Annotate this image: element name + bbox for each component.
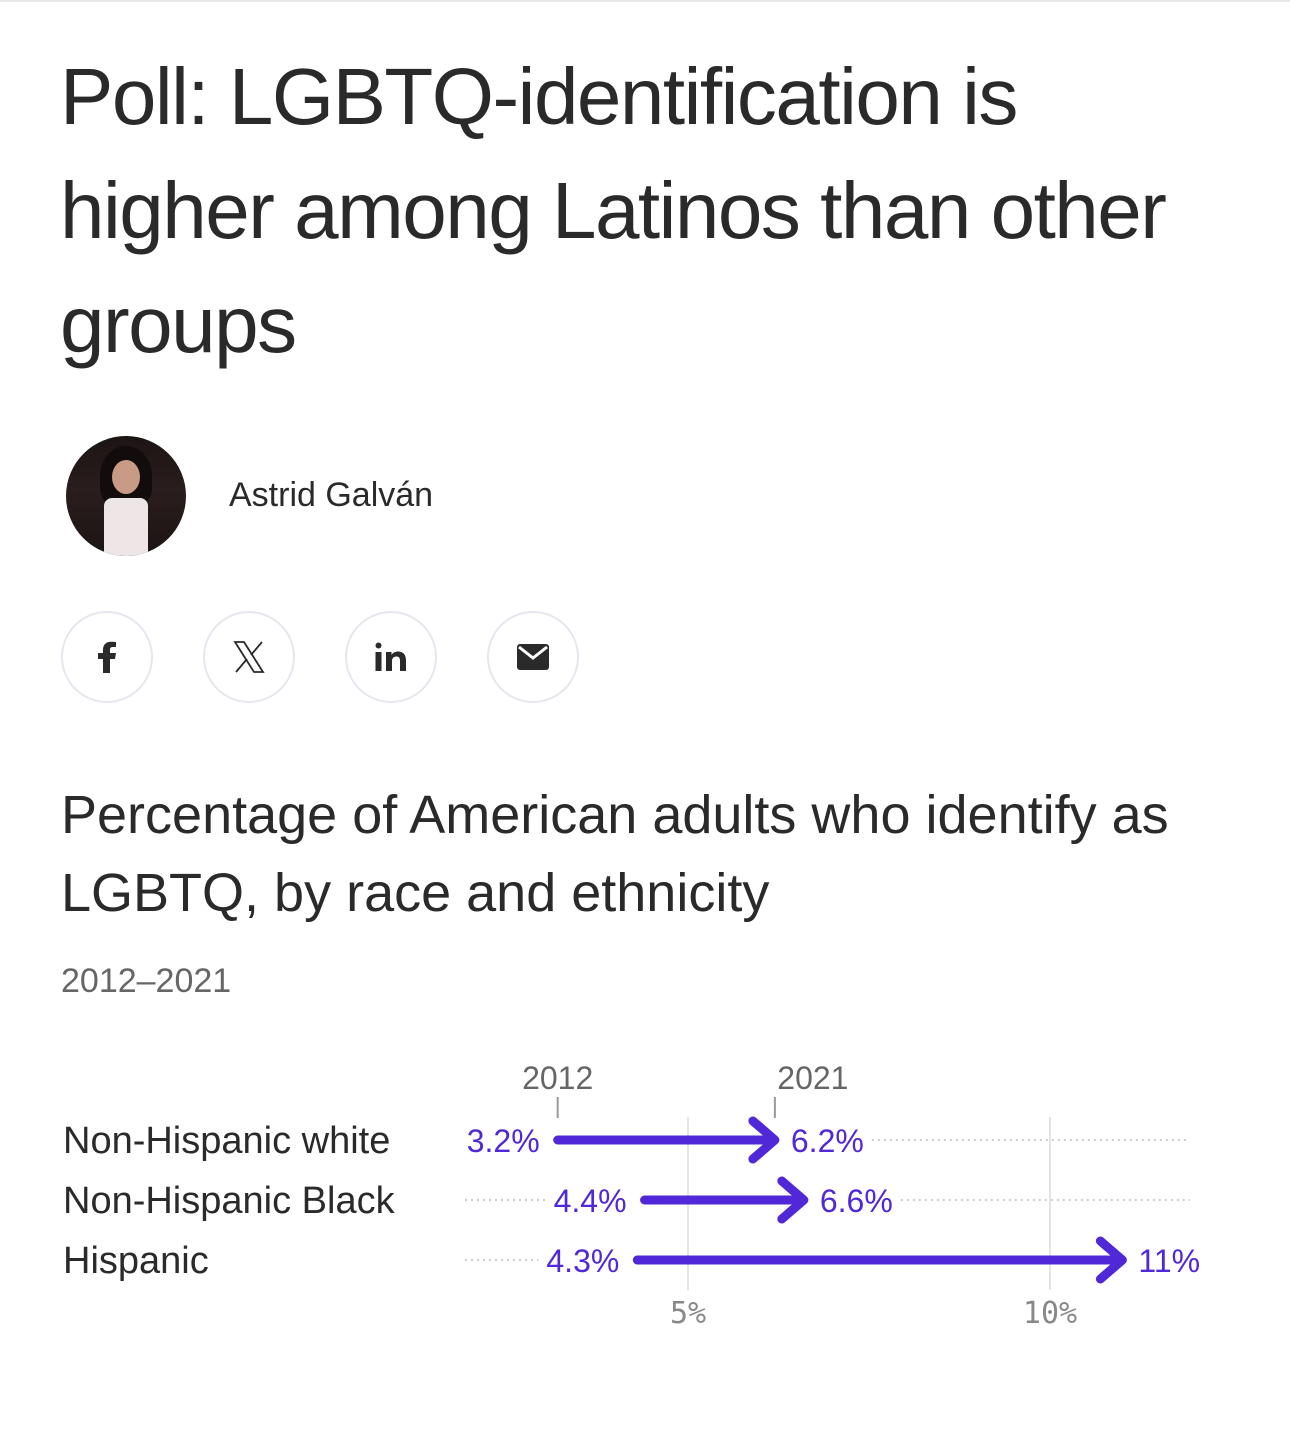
start-value-label: 4.4% [554,1183,627,1219]
end-value-label: 6.2% [791,1123,864,1159]
arrow-head [1095,1236,1127,1284]
top-divider [0,0,1290,2]
author-avatar[interactable] [66,436,186,556]
linkedin-icon [375,642,406,671]
start-value-label: 4.3% [546,1243,619,1279]
linkedin-share-button[interactable] [345,611,437,703]
x-share-button[interactable] [203,611,295,703]
start-value-label: 3.2% [467,1123,540,1159]
article-title: Poll: LGBTQ-identification is higher amo… [60,52,1167,369]
email-share-button[interactable] [487,611,579,703]
author-name[interactable]: Astrid Galván [229,476,434,514]
x-tick-label: 10% [1023,1296,1077,1331]
end-value-label: 6.6% [820,1183,893,1219]
facebook-icon [98,641,116,673]
category-label: Non-Hispanic Black [63,1180,396,1222]
start-year-label: 2012 [522,1060,593,1096]
chart-title: Percentage of American adults who identi… [61,785,1169,923]
category-label: Non-Hispanic white [63,1120,390,1162]
end-year-label: 2021 [777,1060,848,1096]
arrow-head [777,1176,809,1224]
share-buttons [61,611,579,703]
email-icon [517,644,549,670]
x-tick-label: 5% [670,1296,706,1331]
chart-subtitle: 2012–2021 [61,962,232,1000]
end-value-label: 11% [1138,1243,1200,1279]
arrow-head [748,1116,780,1164]
category-label: Hispanic [63,1240,209,1282]
x-icon [233,641,265,673]
facebook-share-button[interactable] [61,611,153,703]
